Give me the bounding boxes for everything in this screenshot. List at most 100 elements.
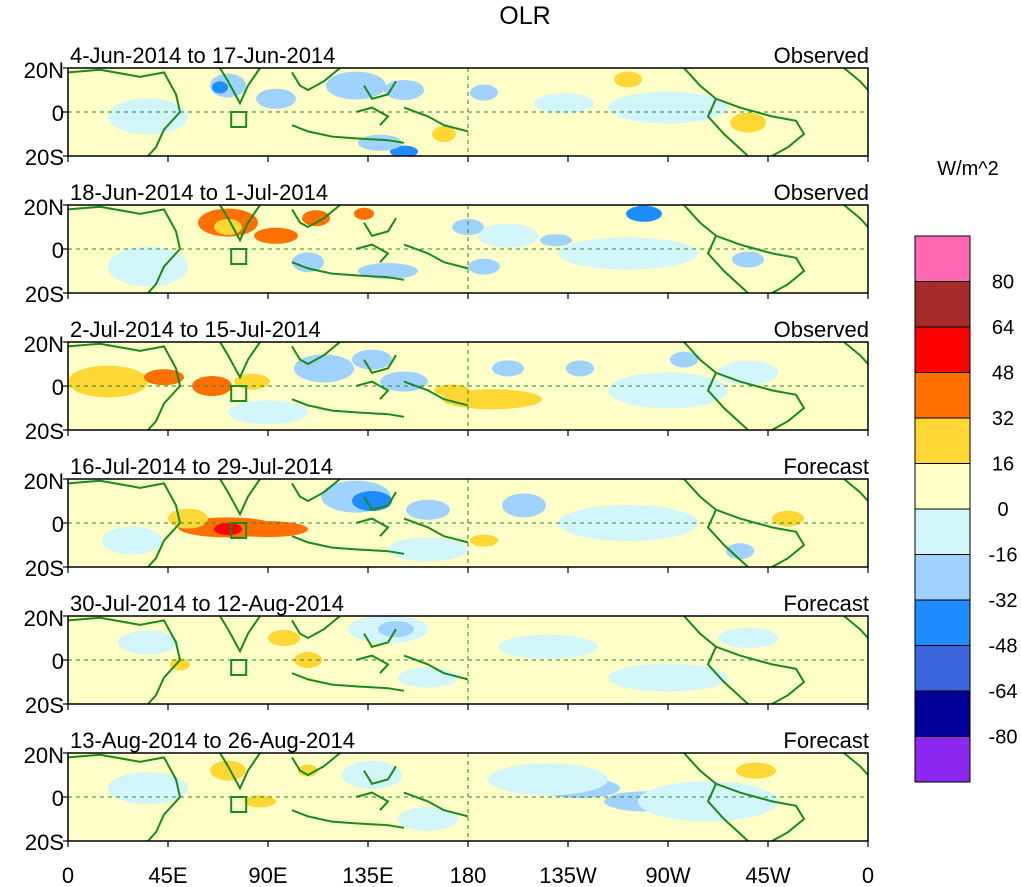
anomaly-contour [102,526,162,555]
coastline [683,342,806,430]
coastline [683,753,806,841]
y-tick-label: 0 [52,238,64,263]
y-tick-label: 20S [25,830,64,855]
coastline [291,342,341,366]
coastline [291,261,405,281]
anomaly-contour [326,71,386,100]
anomaly-contour [354,207,374,220]
coastline [68,753,182,841]
panel-1: 20N 0 20S 4-Jun-2014 to 17-Jun-2014 Observed [24,43,869,170]
coastline [68,342,182,430]
x-tick-label: 180 [450,863,487,887]
anomaly-contour [540,234,572,247]
coastline [219,205,261,243]
anomaly-contour [388,537,468,562]
x-tick-label: 90E [248,863,287,887]
anomaly-contour [772,510,804,527]
anomaly-contour [498,634,598,659]
y-tick-label: 20N [24,58,64,83]
anomaly-contour [228,521,308,538]
anomaly-contour [214,523,242,536]
coastline [843,616,868,639]
anomaly-contour [170,658,190,671]
coastline [363,354,397,374]
colorbar-label: 64 [992,317,1014,339]
coastline [363,765,397,785]
anomaly-contour [302,210,330,227]
coastline [291,753,341,777]
panel-kind: Observed [774,43,869,68]
colorbar-swatch [914,508,971,555]
anomaly-contour [670,351,698,368]
anomaly-contour [214,219,242,235]
anomaly-contour [726,543,754,560]
colorbar-label: 48 [992,363,1014,385]
anomaly-contour [352,349,392,370]
y-tick-label: 20N [24,743,64,768]
anomaly-field [68,68,868,156]
colorbar-swatch [914,690,971,737]
y-tick-label: 0 [52,649,64,674]
x-tick-label: 135E [342,863,393,887]
x-tick-label: 45E [148,863,187,887]
x-tick-label: 0 [862,863,874,887]
panel-kind: Forecast [783,454,869,479]
x-tick-label: 0 [62,863,74,887]
coastline [219,68,261,106]
panel-period: 18-Jun-2014 to 1-Jul-2014 [70,180,328,205]
panel-period: 30-Jul-2014 to 12-Aug-2014 [70,591,344,616]
anomaly-contour [276,508,308,521]
panel-kind: Observed [774,180,869,205]
y-tick-label: 20S [25,419,64,444]
x-tick-label: 135W [539,863,597,887]
panel-2: 20N 0 20S 18-Jun-2014 to 1-Jul-2014 Observed [24,180,869,307]
coastline [683,616,806,704]
coastline [683,479,806,567]
anomaly-contour [352,491,392,511]
anomaly-contour [468,258,500,275]
coastline [843,205,868,228]
anomaly-field [68,205,868,293]
colorbar-label: -16 [989,545,1018,567]
anomaly-contour [626,205,662,222]
coastline [68,479,182,567]
y-tick-label: 20N [24,469,64,494]
anomaly-contour [492,360,524,377]
panels: 20N 0 20S 4-Jun-2014 to 17-Jun-2014 Observed… [24,43,869,855]
anomaly-contour [298,764,318,777]
coastline [706,372,749,430]
panel-4: 20N 0 20S 16-Jul-2014 to 29-Jul-2014 Forecas… [24,454,869,581]
colorbar-label: 0 [997,499,1008,521]
colorbar-swatch [914,599,971,646]
anomaly-contour [268,630,300,646]
coastline [683,205,806,293]
coastline [363,491,397,511]
anomaly-contour [390,145,418,156]
anomaly-contour [254,227,298,244]
coastline [219,479,261,517]
coastline [291,672,405,692]
y-tick-label: 20S [25,282,64,307]
colorbar-label: -32 [989,590,1018,612]
coastline [706,98,749,156]
anomaly-contour [534,93,594,114]
anomaly-field [68,753,868,841]
coastline [291,809,405,829]
anomaly-contour [358,263,418,279]
anomaly-contour [168,508,208,529]
anomaly-contour [244,795,276,808]
anomaly-contour [614,71,642,88]
anomaly-contour [434,384,470,397]
panel-3: 20N 0 20S 2-Jul-2014 to 15-Jul-2014 Observed [24,317,869,444]
coastline [706,235,749,293]
coastline [363,628,397,648]
anomaly-contour [118,630,178,655]
coastline [219,342,261,380]
coastline [219,616,261,654]
panel-period: 16-Jul-2014 to 29-Jul-2014 [70,454,333,479]
colorbar-label: -80 [989,727,1018,749]
coastline [291,205,341,229]
coastline [363,217,397,237]
anomaly-contour [470,534,498,547]
anomaly-contour [608,663,728,692]
